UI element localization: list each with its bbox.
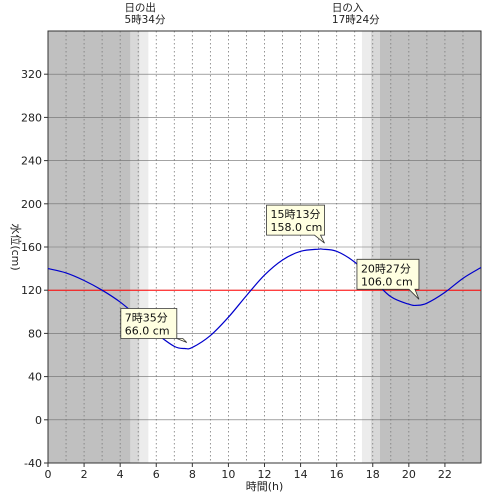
y-tick-label: 160 bbox=[21, 241, 42, 254]
annotation-value: 66.0 cm bbox=[125, 325, 170, 338]
x-tick-label: 16 bbox=[330, 468, 344, 481]
x-tick-label: 20 bbox=[402, 468, 416, 481]
y-axis-title: 水位(cm) bbox=[9, 223, 23, 270]
y-tick-label: 40 bbox=[28, 371, 42, 384]
x-tick-label: 14 bbox=[294, 468, 308, 481]
annotation-box bbox=[120, 308, 188, 343]
y-tick-label: -40 bbox=[24, 457, 42, 470]
annotation-time: 20時27分 bbox=[361, 262, 411, 275]
sunset-time: 17時24分 bbox=[332, 14, 380, 26]
sunrise-label: 日の出 bbox=[124, 1, 156, 14]
annotation-value: 158.0 cm bbox=[271, 221, 323, 234]
y-tick-label: 120 bbox=[21, 284, 42, 297]
y-tick-label: 320 bbox=[21, 68, 42, 81]
sunrise-time: 5時34分 bbox=[124, 14, 166, 26]
y-tick-label: 0 bbox=[35, 414, 42, 427]
y-tick-label: 80 bbox=[28, 327, 42, 340]
x-tick-label: 6 bbox=[153, 468, 160, 481]
x-tick-label: 0 bbox=[45, 468, 52, 481]
x-tick-label: 8 bbox=[189, 468, 196, 481]
annotation-box bbox=[266, 204, 325, 244]
y-tick-labels: -40 0 40 80 120 160 200 240 280 320 bbox=[21, 68, 48, 470]
y-tick-label: 240 bbox=[21, 155, 42, 168]
x-tick-label: 10 bbox=[221, 468, 235, 481]
grid bbox=[48, 31, 481, 463]
y-tick-label: 280 bbox=[21, 111, 42, 124]
annotation-time: 7時35分 bbox=[125, 312, 168, 325]
annotation-time: 15時13分 bbox=[271, 208, 321, 221]
annotation-value: 106.0 cm bbox=[361, 275, 413, 288]
sunset-label: 日の入 bbox=[332, 2, 364, 14]
x-tick-label: 2 bbox=[81, 468, 88, 481]
annotation-box bbox=[356, 258, 420, 300]
y-tick-label: 200 bbox=[21, 198, 42, 211]
x-tick-label: 22 bbox=[438, 468, 452, 481]
x-tick-label: 18 bbox=[366, 468, 380, 481]
x-axis-title: 時間(h) bbox=[246, 480, 284, 493]
x-tick-labels: 0 2 4 6 8 10 12 14 16 18 20 22 bbox=[45, 463, 452, 481]
x-tick-label: 12 bbox=[258, 468, 272, 481]
x-tick-label: 4 bbox=[117, 468, 124, 481]
